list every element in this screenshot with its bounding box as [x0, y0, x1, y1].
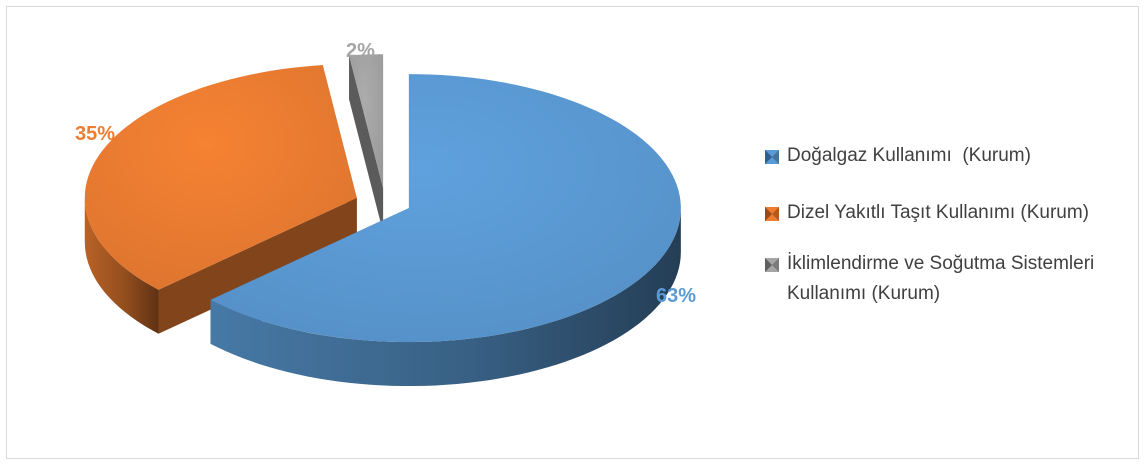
pie-slice-2: [349, 54, 384, 233]
slice-label-iklimlendirme: 2%: [346, 40, 375, 62]
legend-item-iklimlendirme: İklimlendirme ve Soğutma Sistemleri Kull…: [765, 249, 1137, 309]
slice-side: [210, 208, 681, 387]
slice-top: [84, 65, 357, 290]
legend-item-dogalgaz: Doğalgaz Kullanımı (Kurum): [765, 141, 1137, 171]
slice-label-dizel: 35%: [75, 123, 116, 145]
slice-side: [84, 197, 159, 334]
legend-item-dizel: Dizel Yakıtlı Taşıt Kullanımı (Kurum): [765, 198, 1137, 228]
legend-label: İklimlendirme ve Soğutma Sistemleri Kull…: [787, 253, 1095, 304]
legend: Doğalgaz Kullanımı (Kurum) Dizel Yakıtlı…: [765, 141, 1137, 336]
legend-label: Doğalgaz Kullanımı (Kurum): [787, 145, 1031, 166]
slice-label-dogalgaz: 63%: [656, 285, 697, 307]
chart-frame: 63% 35% 2% Doğalgaz Kullanımı (Kurum) Di…: [6, 6, 1139, 459]
slice-wall: [158, 197, 357, 334]
pie-chart: [84, 54, 681, 387]
legend-label: Dizel Yakıtlı Taşıt Kullanımı (Kurum): [787, 202, 1089, 223]
pie-slice-1: [84, 65, 357, 334]
slice-wall: [349, 55, 384, 233]
legend-swatch-blue: [765, 150, 779, 164]
slice-top: [349, 54, 384, 189]
pie-slice-0: [210, 74, 681, 387]
slice-top: [210, 74, 681, 343]
legend-swatch-orange: [765, 207, 779, 221]
legend-swatch-gray: [765, 258, 779, 272]
